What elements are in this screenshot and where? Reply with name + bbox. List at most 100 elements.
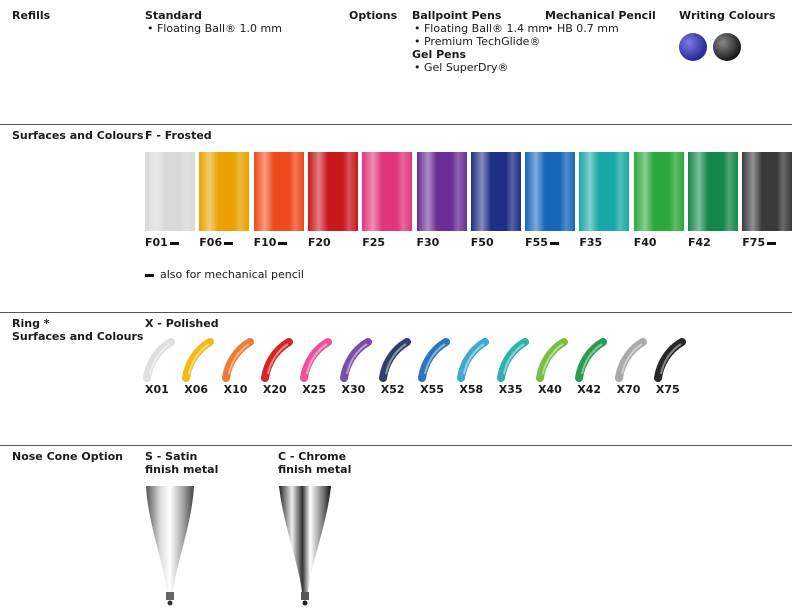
writing-colour-blue	[679, 33, 707, 61]
ring-label: X75	[655, 383, 680, 396]
swatch-label: F20	[308, 236, 331, 249]
ring-label-line1: Ring *	[12, 317, 50, 330]
swatch-code: F35	[579, 236, 603, 249]
ring-label: X01	[145, 383, 169, 396]
pencil-marker	[224, 241, 234, 245]
ring-label: X55	[420, 383, 444, 396]
ring-x42	[575, 338, 608, 382]
swatch-f01	[145, 152, 195, 231]
gel-title: Gel Pens	[412, 48, 466, 61]
ring-label: X10	[223, 383, 248, 396]
ring-x70	[614, 338, 647, 382]
swatch-f06	[199, 152, 250, 231]
swatch-f10	[253, 152, 304, 231]
swatch-label: F75	[742, 236, 777, 249]
ring-label: X42	[577, 383, 602, 396]
chrome-title: C - Chrome finish metal	[278, 450, 352, 476]
ring-x35	[496, 338, 529, 382]
swatch-label: F06	[199, 236, 234, 249]
ring-x25	[300, 338, 333, 382]
swatch-label: F42	[688, 236, 711, 249]
swatch-code: F40	[633, 236, 657, 249]
ring-x55	[418, 338, 451, 382]
swatch-label: F01	[145, 236, 179, 249]
swatch-code: F42	[688, 236, 711, 249]
swatch-code: F55	[525, 236, 548, 249]
swatch-code: F10	[253, 236, 277, 249]
gel-item: • Gel SuperDry®	[414, 61, 509, 74]
ring-label: X20	[262, 383, 287, 396]
frosted-title: F - Frosted	[145, 129, 212, 142]
ring-label: X58	[459, 383, 484, 396]
swatch-f35	[579, 152, 630, 231]
divider	[0, 445, 792, 446]
swatch-code: F06	[199, 236, 223, 249]
ring-label-line2: Surfaces and Colours	[12, 330, 144, 343]
swatch-code: F50	[470, 236, 494, 249]
swatch-code: F20	[307, 236, 331, 249]
ring-x75	[653, 338, 686, 382]
ring-x20	[260, 338, 293, 382]
swatch-label: F25	[362, 236, 385, 249]
swatch-code: F01	[145, 236, 168, 249]
chrome-nose-cone-image	[279, 486, 331, 606]
standard-section: Standard • Floating Ball® 1.0 mm	[145, 9, 282, 35]
swatch-label: F30	[417, 236, 440, 249]
divider	[0, 124, 792, 125]
ring-x10	[221, 338, 254, 382]
ring-label: X52	[380, 383, 405, 396]
pencil-marker	[145, 273, 154, 277]
swatch-f50	[470, 152, 521, 231]
swatch-f75	[742, 152, 793, 231]
options-label: Options	[349, 9, 398, 22]
swatch-label: F35	[579, 236, 602, 249]
ballpoint-section: Ballpoint Pens • Floating Ball® 1.4 mm •…	[412, 9, 549, 74]
ring-label: X35	[498, 383, 523, 396]
writing-colours-title: Writing Colours	[679, 9, 776, 22]
ring-label: X06	[184, 383, 209, 396]
pencil-marker	[549, 241, 559, 245]
ring-x52	[378, 338, 411, 382]
pencil-marker	[169, 241, 179, 245]
ring-label: X25	[302, 383, 326, 396]
pencil-section: Mechanical Pencil • HB 0.7 mm	[545, 9, 656, 35]
pencil-marker	[278, 241, 288, 245]
pencil-marker	[767, 241, 777, 245]
swatch-f42	[688, 152, 738, 231]
nose-cone-label: Nose Cone Option	[12, 450, 123, 463]
ring-label: X70	[616, 383, 641, 396]
surfaces-label: Surfaces and Colours	[12, 129, 144, 142]
standard-item: • Floating Ball® 1.0 mm	[147, 22, 282, 35]
ring-x01	[143, 338, 175, 382]
ring-x06	[182, 338, 215, 382]
swatch-f30	[416, 152, 467, 231]
ballpoint-item: • Premium TechGlide®	[414, 35, 541, 48]
ring-label: X40	[538, 383, 562, 396]
satin-nose-cone-image	[146, 486, 194, 606]
pencil-footnote: also for mechanical pencil	[145, 268, 304, 281]
pencil-title: Mechanical Pencil	[545, 9, 656, 22]
ballpoint-title: Ballpoint Pens	[412, 9, 502, 22]
divider	[0, 312, 792, 313]
swatch-code: F25	[362, 236, 386, 249]
ring-label: X30	[341, 383, 366, 396]
ring-x40	[536, 338, 568, 382]
ring-x58	[457, 338, 490, 382]
footnote-text: also for mechanical pencil	[160, 268, 304, 281]
writing-colour-black	[713, 33, 741, 61]
swatch-f40	[633, 152, 684, 231]
swatch-code: F30	[416, 236, 440, 249]
ring-label: Ring * Surfaces and Colours	[12, 317, 143, 343]
swatch-f25	[362, 152, 413, 231]
swatch-f55	[525, 152, 576, 231]
swatch-label: F55	[525, 236, 559, 249]
satin-title: S - Satin finish metal	[145, 450, 219, 476]
polished-title: X - Polished	[145, 317, 219, 330]
swatch-f20	[307, 152, 358, 231]
swatch-label: F10	[254, 236, 288, 249]
ballpoint-item: • Floating Ball® 1.4 mm	[414, 22, 549, 35]
refills-label: Refills	[12, 9, 51, 22]
swatch-label: F50	[471, 236, 494, 249]
ring-x30	[339, 338, 372, 382]
swatch-code: F75	[742, 236, 766, 249]
